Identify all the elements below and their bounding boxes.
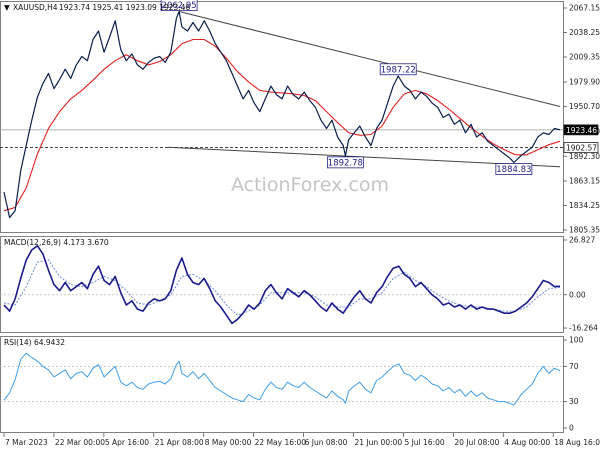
level-price-box-label: 1902.57 [566,144,597,153]
price-ytick-label-9: 1805.35 [569,226,600,235]
macd-main-line [3,245,561,325]
rsi-ytick-label-3: 0 [569,424,574,433]
price-layer: 2062.95 1987.22 1892.78 1884.83 [0,0,563,219]
xtick-label-0: 7 Mar 2023 [5,438,48,447]
xtick-label-8: 5 Jul 16:00 [404,438,444,447]
xtick-label-4: 8 May 00:00 [205,438,252,447]
price-ytick-label-3: 1979.90 [569,77,600,86]
price-ytick-label-0: 2067.15 [569,4,600,13]
rsi-panel-title: RSI(14) 64.9432 [4,338,65,347]
macd-signal-line [3,259,561,316]
rsi-ytick-label-0: 100 [569,336,584,345]
annotation-label-0: 2062.95 [162,1,197,11]
price-ytick-label-7: 1863.15 [569,176,600,185]
macd-ytick-label-2: -16.264 [569,324,598,333]
xtick-label-7: 21 Jun 00:00 [355,438,403,447]
macd-ytick-label-1: 0.00 [569,290,586,299]
chart-header: ▼ XAUUSD,H4 1923.74 1925.41 1923.09 1923… [4,3,190,12]
xtick-label-6: 6 Jun 08:00 [305,438,348,447]
header-symbol-icon: ▼ [4,3,10,12]
annotation-label-1: 1987.22 [381,65,416,75]
header-symbol: XAUUSD,H4 [13,3,58,12]
xtick-label-9: 20 Jul 08:00 [454,438,499,447]
rsi-ytick-label-2: 30 [569,397,579,406]
axis-layer: 2067.152038.252009.351979.901950.701921.… [3,4,600,447]
rsi-line [3,352,561,406]
price-ytick-label-6: 1892.30 [569,152,600,161]
current-price-box-label: 1923.46 [566,126,597,135]
price-ytick-label-4: 1950.70 [569,102,600,111]
xtick-label-3: 21 Apr 08:00 [155,438,204,447]
macd-panel-title: MACD(12,26,9) 4.173 3.670 [4,238,109,247]
annotation-box-1 [379,63,417,76]
trendline-1 [167,146,561,168]
price-line [3,10,561,219]
trendline-0 [179,11,561,107]
price-ytick-label-2: 2009.35 [569,53,600,62]
macd-panel-frame [0,236,564,333]
xtick-label-10: 4 Aug 00:00 [504,438,550,447]
macd-ytick-label-0: 26.827 [569,236,595,245]
xtick-label-2: 5 Apr 16:00 [105,438,149,447]
watermark: ActionForex.com [231,174,389,196]
moving-average-line [3,38,561,212]
price-ytick-label-8: 1834.25 [569,201,600,210]
xtick-label-11: 18 Aug 16:00 [554,438,600,447]
macd-layer [0,245,563,325]
rsi-panel-frame [0,336,564,433]
annotation-box-0 [160,0,198,11]
annotation-box-2 [326,156,364,169]
level-price-box [563,142,599,153]
current-price-box [563,124,599,136]
rsi-layer [0,352,563,406]
header-ohlc: 1923.74 1925.41 1923.09 1923.46 [59,3,190,12]
xtick-label-5: 22 May 16:00 [255,438,307,447]
annotation-box-3 [495,163,533,176]
annotation-label-2: 1892.78 [328,158,363,168]
price-ytick-label-1: 2038.25 [569,28,600,37]
price-panel-frame [0,1,564,233]
annotation-label-3: 1884.83 [496,165,531,175]
rsi-ytick-label-1: 70 [569,362,579,371]
xtick-label-1: 22 Mar 00:00 [55,438,105,447]
